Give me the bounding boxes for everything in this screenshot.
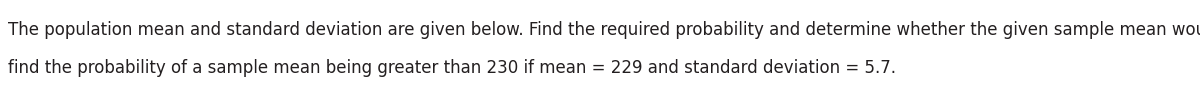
Text: The population mean and standard deviation are given below. Find the required pr: The population mean and standard deviati… (8, 21, 1200, 39)
Text: find the probability of a sample mean being greater than 230 if mean = 229 and s: find the probability of a sample mean be… (8, 59, 896, 77)
